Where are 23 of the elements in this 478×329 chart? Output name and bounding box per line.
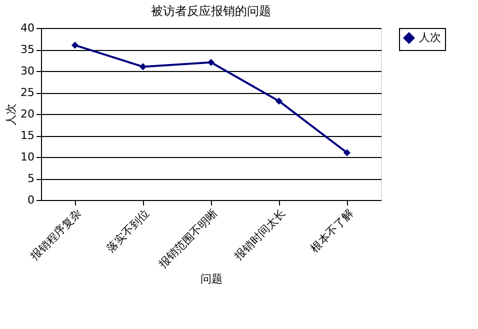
y-tick-label: 5 bbox=[28, 172, 34, 185]
legend-label: 人次 bbox=[419, 31, 441, 44]
y-tick-label: 30 bbox=[20, 64, 34, 78]
y-tick-label: 15 bbox=[20, 129, 34, 142]
y-axis-title: 人次 bbox=[4, 104, 18, 126]
point bbox=[71, 42, 79, 49]
y-tick-label: 20 bbox=[20, 108, 34, 120]
point bbox=[207, 58, 215, 66]
point bbox=[343, 149, 351, 156]
y-tick-label: 25 bbox=[20, 86, 34, 99]
y-tick-label: 0 bbox=[28, 194, 34, 206]
y-tick-label: 10 bbox=[20, 150, 34, 164]
x-tick-label: 根本不了解 bbox=[308, 206, 356, 255]
y-tick-label: 35 bbox=[20, 43, 34, 56]
x-axis-title: 问题 bbox=[200, 272, 222, 286]
x-tick-label: 落实不到位 bbox=[104, 206, 152, 255]
y-tick-label: 40 bbox=[20, 22, 34, 34]
chart-title: 被访者反应报销的问题 bbox=[151, 4, 271, 18]
point bbox=[139, 63, 147, 70]
x-tick-label: 报销范围不明晰 bbox=[156, 206, 220, 272]
point bbox=[275, 98, 283, 105]
x-tick-label: 报销程序复杂 bbox=[27, 206, 84, 264]
x-tick-label: 报销时间太长 bbox=[231, 206, 288, 264]
